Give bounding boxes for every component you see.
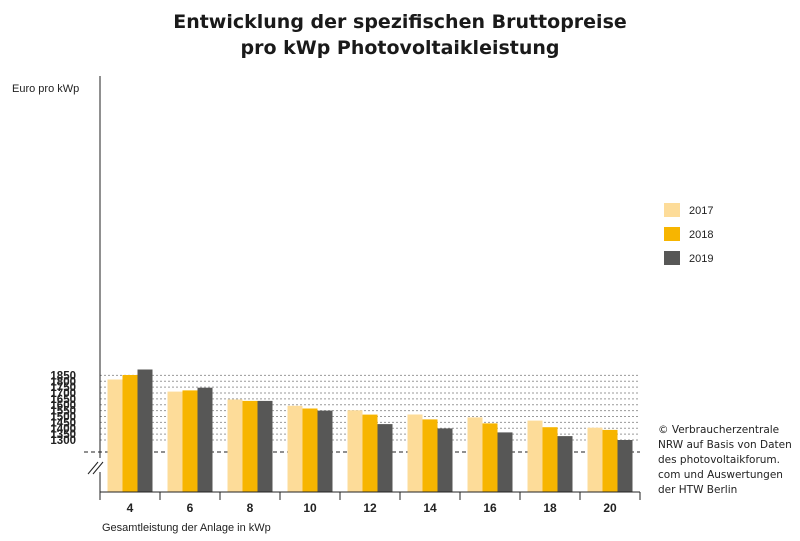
y-tick-labels: 1300135014001450150015501600165017001750…: [50, 370, 76, 447]
axis-break-mark: [92, 461, 104, 475]
x-tick-label: 18: [543, 501, 557, 515]
x-tick-label: 4: [127, 501, 134, 515]
y-tick-label: 1300: [50, 435, 76, 447]
bar-2019-6: [197, 387, 213, 492]
y-tick-label: 1700: [50, 388, 76, 400]
x-tick-label: 12: [363, 501, 377, 515]
legend-swatch-2019: [664, 251, 680, 265]
bar-2017-14: [407, 414, 423, 492]
bar-2019-4: [137, 369, 153, 492]
bar-2019-20: [617, 440, 633, 492]
bar-2018-6: [182, 390, 198, 492]
y-tick-label: 1650: [50, 394, 76, 406]
x-tick-label: 16: [483, 501, 497, 515]
y-tick-label: 1850: [50, 370, 76, 382]
bar-2017-18: [527, 420, 543, 492]
legend-label-2019: 2019: [689, 253, 713, 265]
bar-2018-18: [542, 427, 558, 492]
y-tick-label: 1500: [50, 412, 76, 424]
bar-2018-20: [602, 429, 618, 492]
x-tick-label: 6: [187, 501, 194, 515]
y-tick-label: 1600: [50, 400, 76, 412]
y-tick-label: 1450: [50, 417, 76, 429]
bar-2017-6: [167, 391, 183, 492]
bar-2018-8: [242, 400, 258, 492]
x-tick-label: 10: [303, 501, 317, 515]
x-tick-labels: 4 6 8 10 12 14 16 18 20: [127, 501, 617, 515]
bar-2017-8: [227, 399, 243, 492]
bar-2018-14: [422, 419, 438, 492]
legend-swatch-2017: [664, 203, 680, 217]
bar-2019-16: [497, 432, 513, 492]
bar-2019-18: [557, 436, 573, 492]
bar-2017-12: [347, 410, 363, 492]
x-tick-label: 20: [603, 501, 617, 515]
axes: [87, 76, 641, 500]
bar-2019-8: [257, 400, 273, 492]
bar-2017-16: [467, 417, 483, 492]
x-tick-label: 8: [247, 501, 254, 515]
bar-2019-12: [377, 424, 393, 492]
axis-break-mark: [87, 461, 99, 475]
bar-2018-10: [302, 408, 318, 492]
bar-2018-4: [122, 375, 138, 492]
chart-title-line-2: pro kWp Photovoltaikleistung: [240, 37, 560, 59]
x-tick-label: 14: [423, 501, 437, 515]
y-tick-label: 1350: [50, 429, 76, 441]
bar-2017-4: [107, 379, 123, 492]
y-tick-label: 1400: [50, 423, 76, 435]
chart-title-line-1: Entwicklung der spezifischen Bruttopreis…: [173, 11, 627, 33]
bar-2018-12: [362, 414, 378, 492]
bar-2019-10: [317, 410, 333, 492]
y-axis-label: Euro pro kWp: [12, 83, 79, 95]
bar-2018-16: [482, 423, 498, 492]
bar-2017-10: [287, 405, 303, 492]
y-tick-label: 1800: [50, 376, 76, 388]
y-tick-label: 1550: [50, 406, 76, 418]
bar-2017-20: [587, 427, 603, 492]
legend-label-2018: 2018: [689, 229, 713, 241]
bars: [107, 369, 633, 492]
legend: 2017 2018 2019: [664, 203, 713, 265]
y-tick-label: 1750: [50, 382, 76, 394]
bar-2019-14: [437, 428, 453, 492]
legend-label-2017: 2017: [689, 205, 713, 217]
x-axis-label: Gesamtleistung der Anlage in kWp: [102, 522, 271, 534]
source-credit: © Verbraucherzentrale NRW auf Basis von …: [658, 424, 792, 496]
legend-swatch-2018: [664, 227, 680, 241]
